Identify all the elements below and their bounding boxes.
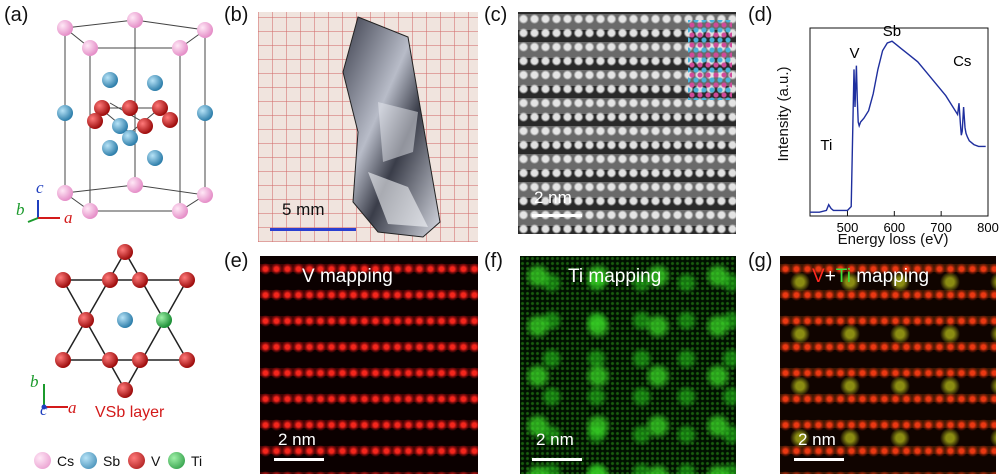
- atomic-model-inset: [688, 20, 732, 100]
- plot-frame: [809, 27, 989, 217]
- axes-triad-bottom: [41, 384, 68, 410]
- y-axis-label: Intensity (a.u.): [775, 66, 792, 161]
- v-dot: [128, 452, 145, 469]
- crystal-photo: 5 mm: [258, 12, 478, 242]
- map-title: V mapping: [302, 266, 393, 287]
- v-mapping-image: V mapping 2 nm: [260, 256, 478, 474]
- scale-label: 2 nm: [536, 430, 574, 449]
- panel-g-label: (g): [748, 250, 773, 272]
- legend-item: V: [128, 452, 160, 469]
- v-atom: [55, 244, 195, 398]
- v-atom: [87, 100, 178, 134]
- axis-a-label-bottom: a: [68, 398, 77, 417]
- sb-dot: [80, 452, 97, 469]
- panel-c-label: (c): [484, 4, 508, 26]
- scale-bar: [270, 228, 356, 231]
- cs-dot: [34, 452, 51, 469]
- sb-atom: [57, 72, 213, 166]
- peak-annotation: V: [849, 45, 859, 62]
- spectrum-line: [810, 40, 986, 213]
- map-title-rest: mapping: [850, 266, 930, 287]
- x-tick-label: 600: [883, 220, 905, 235]
- crystal-flake: [342, 16, 441, 238]
- scale-bar: [532, 458, 582, 461]
- cs-atom: [57, 12, 213, 219]
- map-title: V+Ti mapping: [812, 266, 929, 288]
- axis-c-label-bottom: c: [40, 400, 48, 419]
- peak-annotation: Sb: [883, 23, 901, 40]
- scale-label: 2 nm: [534, 188, 572, 207]
- panel-e-label: (e): [224, 250, 249, 272]
- crystal-structure-3d: [27, 12, 213, 223]
- stem-image: 2 nm: [518, 12, 736, 234]
- vti-mapping-image: V+Ti mapping 2 nm: [780, 256, 996, 474]
- scale-label: 2 nm: [278, 430, 316, 449]
- x-tick-label: 800: [977, 220, 999, 235]
- scale-label: 5 mm: [282, 200, 325, 219]
- legend-item: Sb: [80, 452, 120, 469]
- map-title-ti: Ti: [835, 266, 851, 287]
- axis-b-label: b: [16, 200, 25, 219]
- panel-a-label: (a): [4, 4, 29, 26]
- kagome-layer-diagram: [55, 244, 195, 398]
- ti-atom: [156, 312, 172, 328]
- axis-b-label-bottom: b: [30, 372, 39, 391]
- axis-c-label: c: [36, 178, 44, 197]
- sb-atom: [117, 312, 133, 328]
- x-tick-label: 500: [837, 220, 859, 235]
- scale-label: 2 nm: [798, 430, 836, 449]
- legend-item: Ti: [168, 452, 202, 469]
- map-title-plus: +: [824, 266, 836, 287]
- scale-bar: [274, 458, 324, 461]
- scale-bar: [794, 458, 844, 461]
- peak-annotation: Ti: [820, 137, 832, 154]
- map-title: Ti mapping: [568, 266, 662, 287]
- eels-spectrum-chart: 500 600 700 800 Ti V Sb Cs Intensity (a.u.) En…: [775, 23, 999, 248]
- x-tick-label: 700: [930, 220, 952, 235]
- axes-triad-top: [27, 200, 60, 223]
- panel-f-label: (f): [484, 250, 503, 272]
- ti-dot: [168, 452, 185, 469]
- scale-bar: [532, 214, 582, 217]
- peak-annotation: Cs: [953, 53, 971, 70]
- x-axis-label: Energy loss (eV): [838, 231, 949, 248]
- vsb-layer-caption: VSb layer: [95, 404, 165, 421]
- ti-mapping-image: Ti mapping 2 nm: [520, 256, 736, 474]
- map-title-v: V: [812, 266, 825, 287]
- legend-item: Cs: [34, 452, 74, 469]
- panel-b-label: (b): [224, 4, 249, 26]
- panel-d-label: (d): [748, 4, 773, 26]
- axis-a-label: a: [64, 208, 73, 227]
